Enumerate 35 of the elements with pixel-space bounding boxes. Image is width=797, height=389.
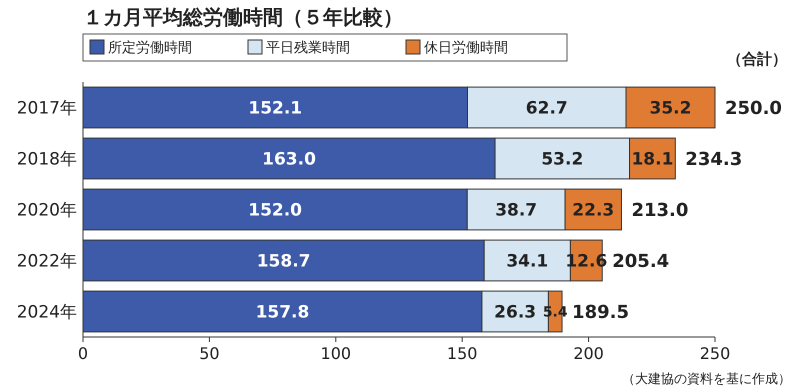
data-label: 38.7 (495, 200, 538, 220)
total-label: 213.0 (631, 200, 688, 221)
x-tick-label: 0 (78, 344, 88, 363)
total-label: 189.5 (572, 302, 629, 323)
x-tick-label: 150 (446, 344, 478, 363)
x-tick-label: 200 (573, 344, 604, 363)
x-tick-label: 250 (700, 344, 730, 363)
data-label: 18.1 (631, 149, 674, 170)
total-label: 250.0 (725, 98, 782, 119)
text: （合計） (727, 50, 787, 68)
y-tick-label: 2022年 (16, 251, 77, 272)
legend-label: 平日残業時間 (266, 40, 350, 56)
y-tick-label: 2018年 (16, 149, 77, 170)
data-label: 22.3 (572, 200, 614, 220)
text: （大建協の資料を基に作成） (622, 372, 791, 387)
y-tick-label: 2024年 (16, 302, 77, 322)
legend-label: 休日労働時間 (424, 40, 508, 56)
data-label: 158.7 (256, 251, 310, 272)
data-label: 62.7 (526, 98, 568, 118)
data-label: 26.3 (494, 302, 536, 322)
total-label: 205.4 (612, 250, 670, 272)
data-label: 34.1 (506, 251, 548, 272)
data-label: 152.1 (248, 98, 302, 118)
data-label: 163.0 (262, 149, 316, 170)
data-label: 53.2 (541, 149, 584, 170)
data-label: 157.8 (256, 302, 310, 322)
x-tick-label: 50 (199, 344, 220, 363)
total-label: 234.3 (685, 148, 742, 170)
y-tick-label: 2017年 (16, 98, 77, 118)
x-tick-label: 100 (320, 344, 352, 363)
chart-title: １カ月平均総労働時間（５年比較） (83, 5, 403, 29)
data-label: 35.2 (650, 98, 692, 118)
data-label: 152.0 (248, 200, 302, 220)
legend-label: 所定労働時間 (108, 40, 192, 56)
y-tick-label: 2020年 (16, 200, 77, 220)
